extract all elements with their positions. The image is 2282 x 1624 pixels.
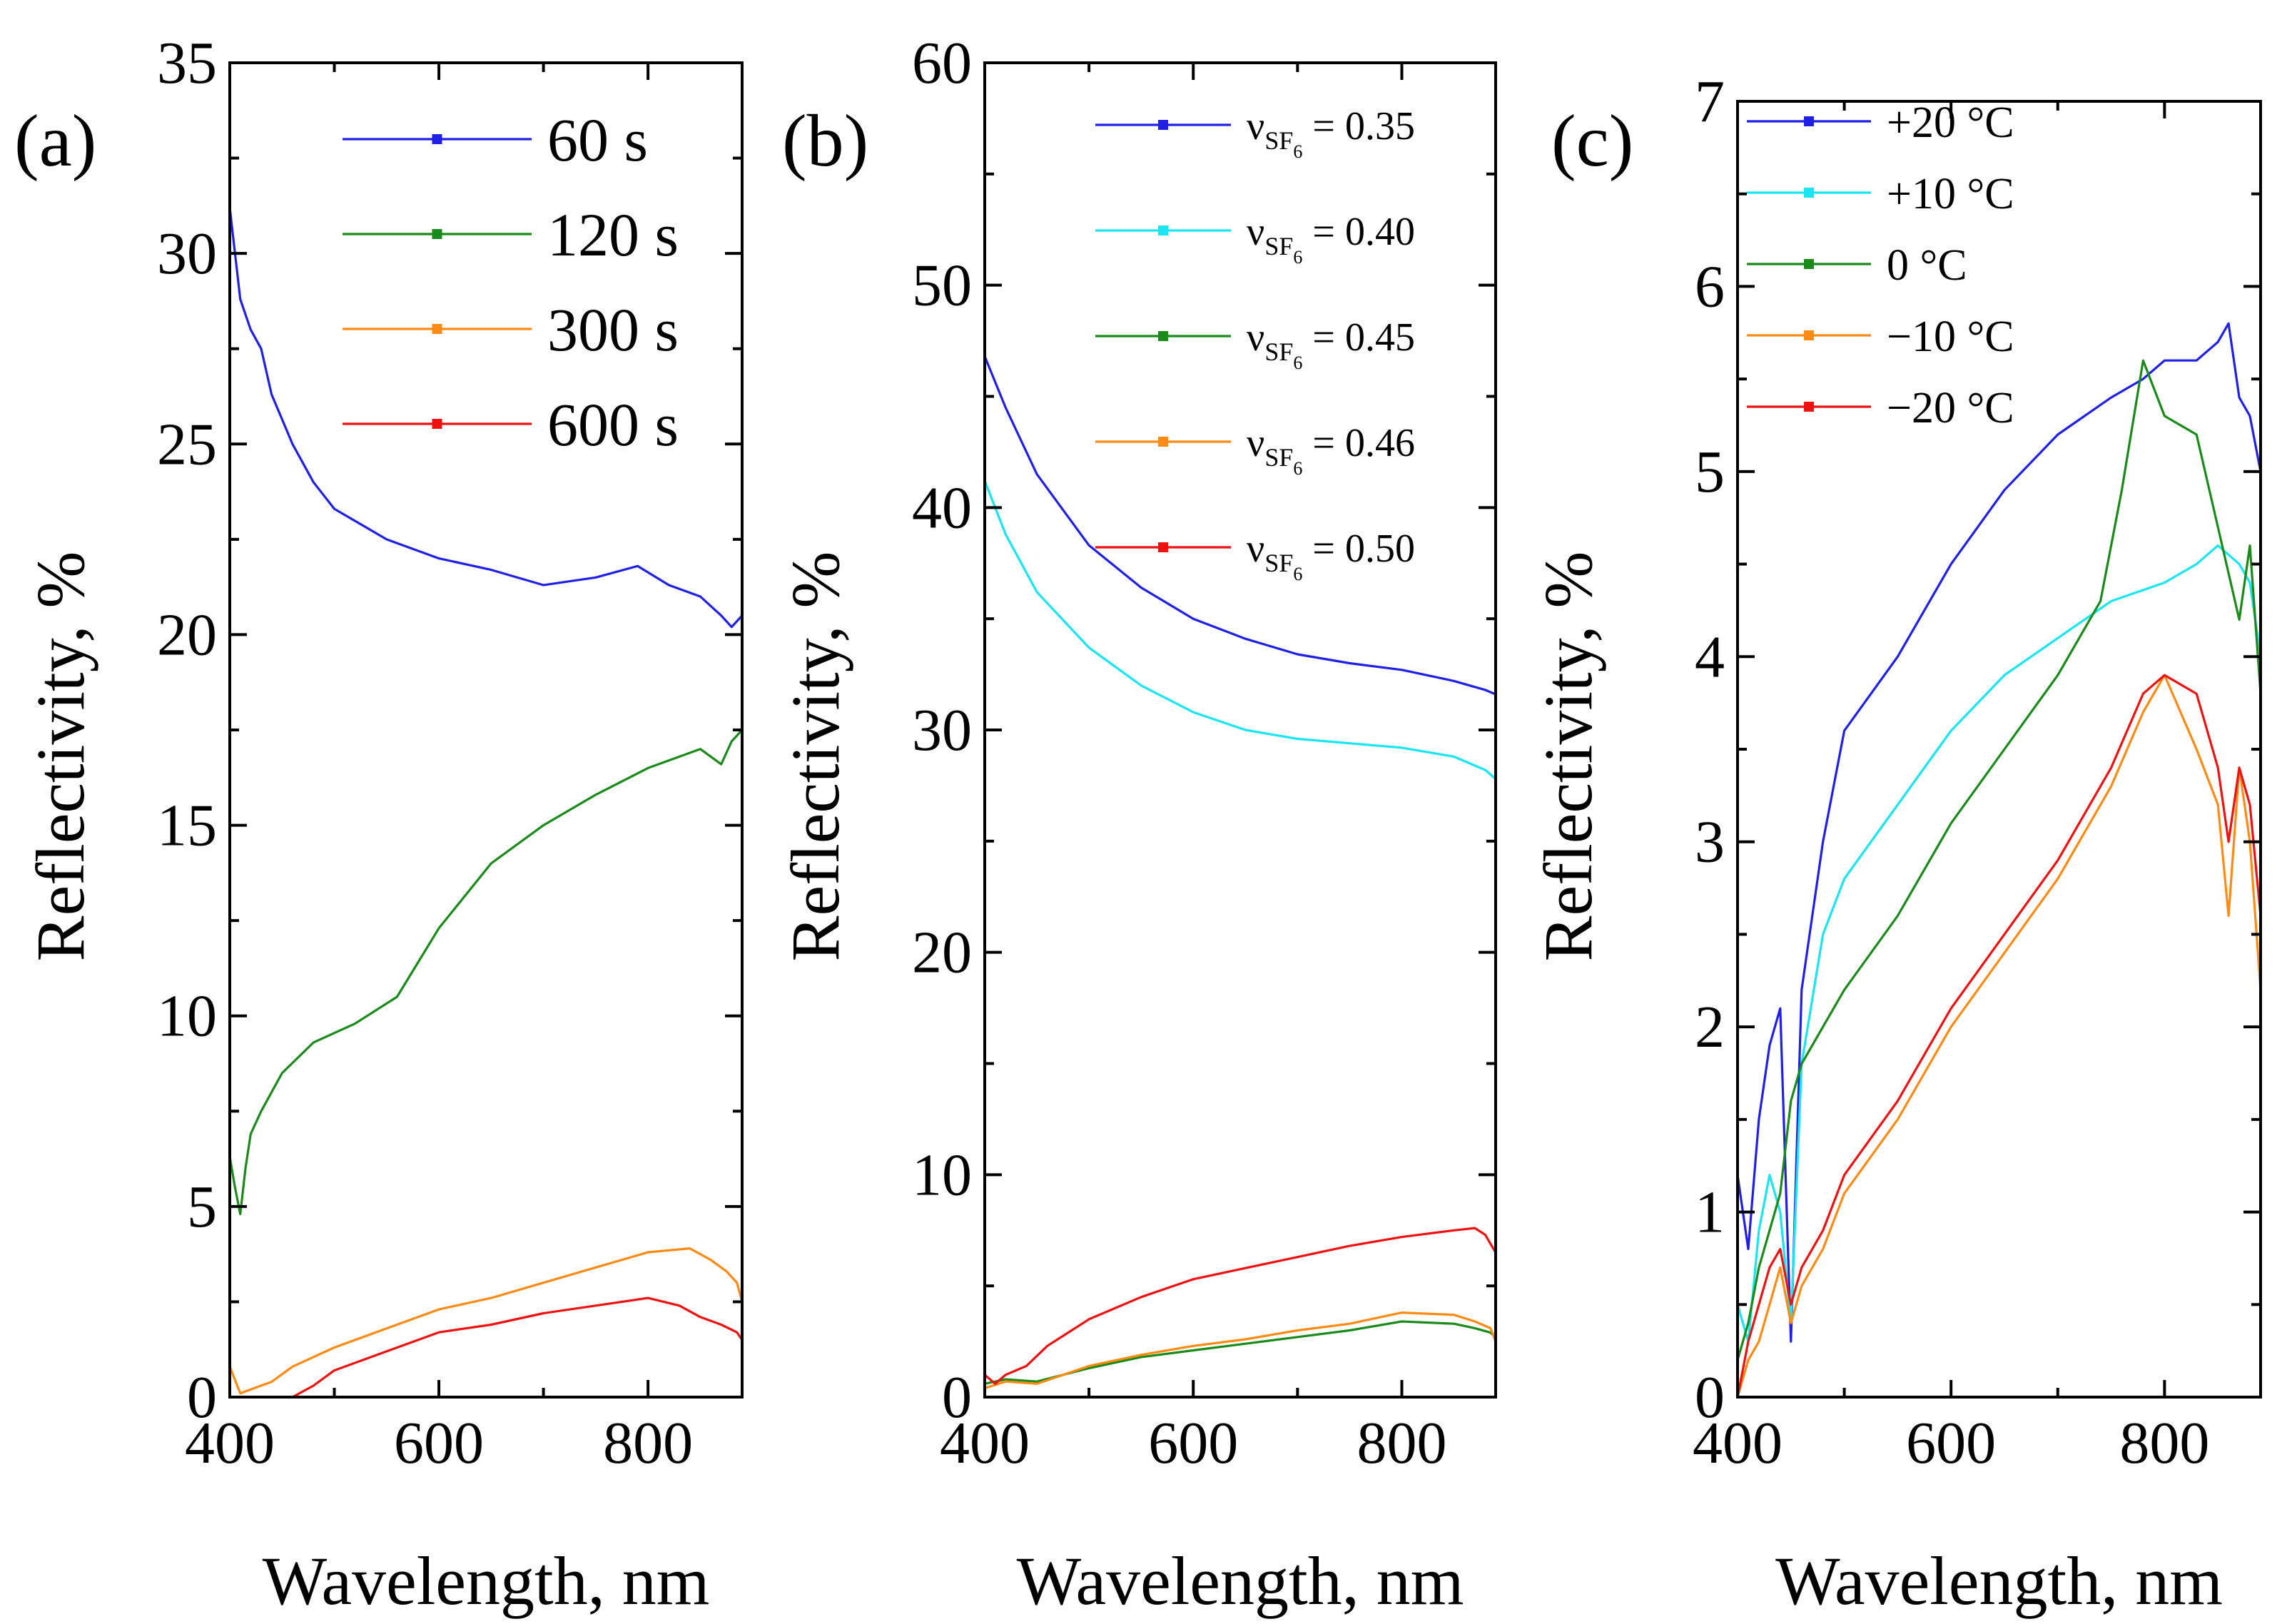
- series-line-2: [1736, 544, 2262, 1343]
- panel-label: (b): [782, 100, 868, 182]
- plot-frame: [983, 61, 1497, 1399]
- x-axis-title: Wavelength, nm: [1775, 1543, 2223, 1619]
- legend-label: +10 °C: [1887, 170, 2014, 218]
- series-line-3: [228, 1247, 744, 1395]
- y-tick-label: 0: [1695, 1364, 1725, 1431]
- legend-label: −10 °C: [1887, 313, 2014, 361]
- x-tick-label: 800: [1356, 1410, 1446, 1476]
- legend-marker: [432, 229, 442, 239]
- x-tick-label: 600: [1906, 1410, 1996, 1476]
- x-tick-label: 800: [2119, 1410, 2209, 1476]
- legend-label: 0 °C: [1887, 241, 1967, 290]
- y-tick-label: 10: [912, 1142, 972, 1208]
- panel-b: 0 10 20 30 40 50 60 400 600 800 Wavelength, nm Refl…: [777, 30, 1497, 1619]
- legend-marker: [1158, 120, 1168, 130]
- series-line-5: [983, 1227, 1497, 1385]
- y-tick-label: 10: [157, 983, 217, 1050]
- series-line-4: [292, 1296, 744, 1399]
- legend-marker: [432, 134, 442, 144]
- legend-label: +20 °C: [1887, 98, 2014, 147]
- legend-marker: [1158, 437, 1168, 447]
- y-tick-label: 60: [912, 30, 972, 96]
- y-tick-label: 0: [942, 1364, 972, 1431]
- series-line-2: [228, 729, 744, 1216]
- series-line-1: [228, 207, 744, 629]
- legend-marker: [1158, 542, 1168, 552]
- x-axis-title: Wavelength, nm: [263, 1543, 710, 1619]
- legend-label: νSF6 = 0.50: [1247, 527, 1415, 584]
- series-line-1: [1736, 322, 2262, 1343]
- x-tick-label: 600: [1148, 1410, 1238, 1476]
- series-line-1: [983, 355, 1496, 696]
- legend-marker: [1804, 330, 1814, 340]
- panel-a: 0 5 10 15 20 25 30 35 400 600 800 Wavelength, nm Ref…: [14, 30, 744, 1619]
- x-tick-label: 400: [185, 1410, 275, 1476]
- legend-marker: [1804, 188, 1814, 198]
- series-line-3: [1736, 359, 2262, 1361]
- x-tick-label: 800: [603, 1410, 693, 1476]
- legend-marker: [1158, 225, 1168, 235]
- legend-label: −20 °C: [1887, 384, 2014, 432]
- panel-c: 0 1 2 3 4 5 6 7 400 600 800 Wavelength, nm Reflectiv…: [1530, 68, 2262, 1619]
- y-tick-label: 7: [1695, 68, 1725, 135]
- legend-marker: [432, 324, 442, 334]
- y-tick-label: 2: [1695, 994, 1725, 1060]
- y-tick-label: 5: [1695, 439, 1725, 505]
- y-tick-label: 30: [157, 220, 217, 287]
- y-tick-label: 30: [912, 697, 972, 763]
- y-axis-title: Reflectivity, %: [1530, 552, 1606, 962]
- x-tick-label: 400: [1693, 1410, 1783, 1476]
- legend-label: νSF6 = 0.35: [1247, 104, 1415, 162]
- y-tick-label: 5: [187, 1174, 217, 1240]
- y-tick-label: 25: [157, 411, 217, 477]
- legend-label: νSF6 = 0.40: [1247, 210, 1415, 268]
- y-tick-label: 6: [1695, 253, 1725, 320]
- legend-label: νSF6 = 0.45: [1247, 315, 1415, 373]
- legend-label: 300 s: [547, 295, 679, 364]
- legend-marker: [432, 419, 442, 429]
- y-tick-label: 15: [157, 793, 217, 859]
- legend-label: 600 s: [547, 390, 679, 459]
- y-tick-label: 3: [1695, 809, 1725, 876]
- y-tick-label: 40: [912, 474, 972, 541]
- y-tick-label: 35: [157, 30, 217, 96]
- panel-label: (c): [1551, 100, 1633, 182]
- y-tick-label: 0: [187, 1364, 217, 1431]
- y-axis-title: Reflectivity, %: [777, 552, 853, 962]
- series-line-4: [1736, 674, 2262, 1398]
- legend-marker: [1804, 259, 1814, 269]
- legend-marker: [1804, 402, 1814, 412]
- plot-frame: [1736, 100, 2262, 1399]
- y-tick-label: 50: [912, 253, 972, 319]
- x-axis-title: Wavelength, nm: [1017, 1543, 1464, 1619]
- legend-label: 60 s: [547, 106, 648, 174]
- y-tick-label: 20: [157, 602, 217, 668]
- series-line-2: [983, 480, 1497, 780]
- series-line-3: [984, 1320, 1497, 1385]
- panel-label: (a): [14, 100, 96, 182]
- legend-label: 120 s: [547, 201, 679, 269]
- x-tick-label: 400: [940, 1410, 1030, 1476]
- legend-label: νSF6 = 0.46: [1247, 421, 1415, 479]
- y-tick-label: 1: [1695, 1179, 1725, 1246]
- x-tick-label: 600: [394, 1410, 484, 1476]
- y-axis-title: Reflectivity, %: [22, 552, 98, 962]
- series-line-5: [1736, 674, 2262, 1398]
- y-tick-label: 4: [1695, 624, 1725, 690]
- y-tick-label: 20: [912, 920, 972, 986]
- series-line-4: [984, 1311, 1497, 1390]
- legend-marker: [1804, 116, 1814, 126]
- legend-marker: [1158, 331, 1168, 341]
